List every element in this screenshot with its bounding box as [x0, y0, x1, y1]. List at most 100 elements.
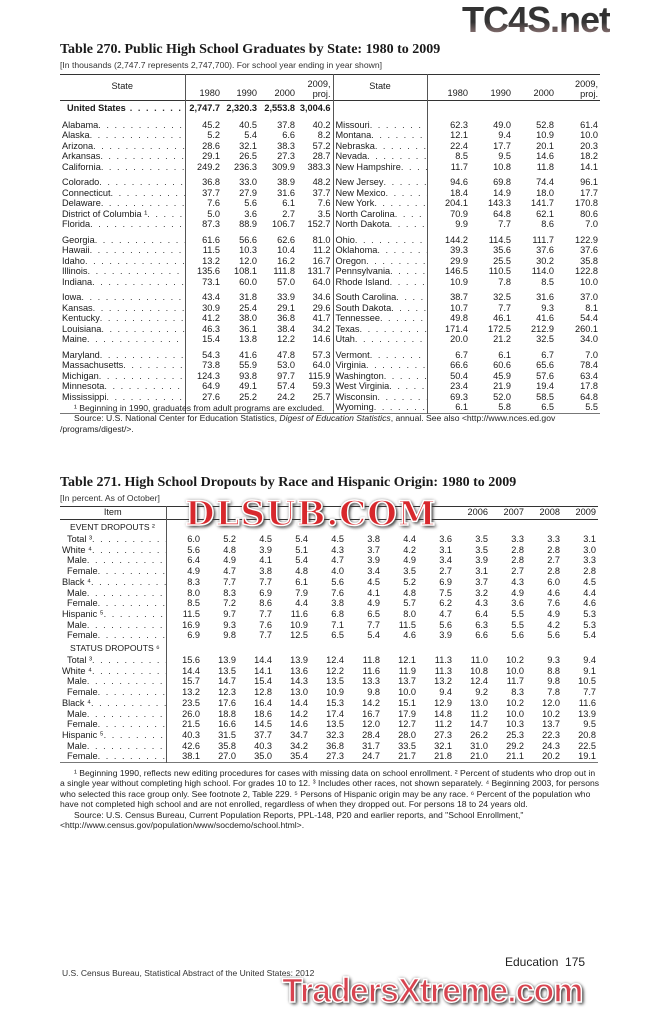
value-cell: 4.3	[511, 576, 524, 587]
table-row: Kentucky. . . . . . . . . . . . . . . . …	[60, 313, 600, 324]
table-row: Black ⁴. . . . . . . . . . . . . . . . .…	[60, 697, 598, 709]
value-cell: 3.8	[331, 598, 344, 609]
value-cell: 22.5	[578, 740, 596, 751]
value-cell: 10.2	[506, 655, 524, 666]
value-cell: 8.5	[455, 151, 468, 161]
value-cell: 10.8	[493, 161, 511, 172]
header-1980: 1980	[199, 88, 220, 99]
state-name: Nevada. . . . . . . . . . . . . . . . . …	[333, 151, 428, 162]
value-cell: 22.4	[450, 140, 468, 151]
value-cell: 25.4	[239, 302, 257, 313]
value-cell: 42.6	[182, 740, 200, 751]
value-cell: 96.1	[580, 177, 598, 187]
row-label: Iowa	[62, 292, 82, 302]
value-cell: 14.6	[536, 151, 554, 161]
value-cell: 5.2	[223, 534, 236, 544]
empty-cell	[562, 520, 598, 535]
value-cell: 7.8	[498, 276, 511, 287]
leader-dots: . . . . . . . .	[125, 102, 185, 113]
value-cell: 5.5	[511, 608, 524, 619]
value-cell: 32.1	[434, 740, 452, 751]
value-cell: 62.3	[450, 119, 468, 130]
row-label: Kentucky	[62, 313, 100, 323]
value-cell: 5.0	[207, 208, 220, 219]
leader-dots: . . . . . . . . . . . . . . . . . . . . …	[359, 323, 427, 334]
empty-cell	[556, 101, 600, 115]
table-row: Connecticut. . . . . . . . . . . . . . .…	[60, 187, 600, 198]
value-cell: 49.1	[239, 381, 257, 391]
value-cell: 3.4	[367, 566, 380, 577]
value-cell: 2.7	[439, 566, 452, 577]
row-label-cell: Male. . . . . . . . . . . . . . . . . . …	[60, 619, 167, 631]
value-cell: 10.9	[326, 687, 344, 698]
gap-cell	[60, 172, 186, 177]
row-label: Black ⁴	[62, 697, 91, 708]
row-label-cell: Female. . . . . . . . . . . . . . . . . …	[60, 630, 167, 642]
row-label-cell: Male. . . . . . . . . . . . . . . . . . …	[60, 676, 167, 688]
value-cell: 13.6	[290, 665, 308, 676]
row-label: Texas	[335, 323, 360, 334]
value-cell: 108.1	[234, 266, 257, 276]
empty-cell	[490, 520, 526, 535]
value-cell: 34.7	[290, 729, 308, 740]
value-cell: 6.9	[259, 587, 272, 598]
value-cell: 36.8	[202, 177, 220, 187]
value-cell: 18.2	[580, 151, 598, 161]
value-cell: 17.8	[580, 381, 598, 391]
value-cell: 14.4	[182, 665, 200, 676]
row-label: Wyoming	[335, 402, 374, 412]
value-cell: 10.0	[506, 665, 524, 676]
value-cell: 11.7	[450, 161, 468, 172]
header-state-right: State	[333, 74, 428, 101]
state-name: Utah. . . . . . . . . . . . . . . . . . …	[333, 334, 428, 345]
table-270: State 1980 1990 2000 2009, proj. State 1…	[60, 74, 600, 414]
row-label: Virginia	[335, 360, 366, 370]
value-cell: 49.0	[493, 119, 511, 130]
row-label: Alaska	[62, 130, 90, 140]
value-cell: 15.3	[326, 697, 344, 708]
value-cell: 78.4	[580, 360, 598, 370]
value-cell: 111.8	[273, 266, 295, 276]
value-cell: 4.9	[511, 587, 524, 598]
value-cell: 35.8	[580, 255, 598, 266]
value-cell: 29.9	[450, 255, 468, 266]
gap-cell	[297, 114, 334, 120]
value-cell: 20.0	[450, 334, 468, 344]
leader-dots: . . . . . . . . . . . . . . . . . . . . …	[383, 177, 427, 187]
value-cell: 36.8	[277, 313, 295, 323]
value-cell: 12.2	[277, 334, 295, 344]
group-gap	[60, 344, 600, 350]
table-row: Illinois. . . . . . . . . . . . . . . . …	[60, 266, 600, 277]
value-cell: 11.0	[470, 655, 488, 666]
value-cell: 5.2	[403, 576, 416, 587]
value-cell: 10.3	[239, 245, 257, 255]
value-cell: 10.4	[277, 245, 295, 255]
value-cell: 40.5	[239, 119, 257, 130]
value-cell: 172.5	[488, 323, 511, 334]
value-cell: 249.2	[197, 161, 220, 172]
value-cell: 4.5	[583, 576, 596, 587]
value-cell: 13.5	[326, 676, 344, 687]
row-label: Connecticut	[62, 187, 111, 198]
row-label: Male	[67, 708, 87, 719]
leader-dots: . . . . . . . . . . . . . . . . . . . . …	[93, 140, 184, 151]
leader-dots: . . . . . . . . . . . . . . . . . . . . …	[86, 619, 165, 630]
value-cell: 52.8	[536, 119, 554, 130]
row-label: Female	[67, 598, 98, 609]
state-name: New Mexico. . . . . . . . . . . . . . . …	[333, 187, 428, 198]
state-name: Minnesota. . . . . . . . . . . . . . . .…	[60, 381, 186, 392]
value-cell: 69.8	[493, 177, 511, 187]
row-label: New Jersey	[335, 177, 384, 187]
value-cell: 5.6	[331, 576, 344, 587]
value-cell: 4.2	[403, 544, 416, 555]
value-cell: 6.5	[367, 608, 380, 619]
value-cell: 5.6	[244, 198, 257, 208]
table-row: Louisiana. . . . . . . . . . . . . . . .…	[60, 323, 600, 334]
value-cell: 3.4	[439, 555, 452, 566]
value-cell: 122.8	[575, 266, 598, 276]
leader-dots: . . . . . . . . . . . . . . . . . . . . …	[87, 334, 184, 344]
leader-dots: . . . . . . . . . . . . . . . . . . . . …	[86, 676, 165, 687]
leader-dots: . . . . . . . . . . . . . . . . . . . . …	[389, 381, 426, 391]
value-cell: 8.0	[187, 587, 200, 598]
value-cell: 37.6	[580, 245, 598, 255]
